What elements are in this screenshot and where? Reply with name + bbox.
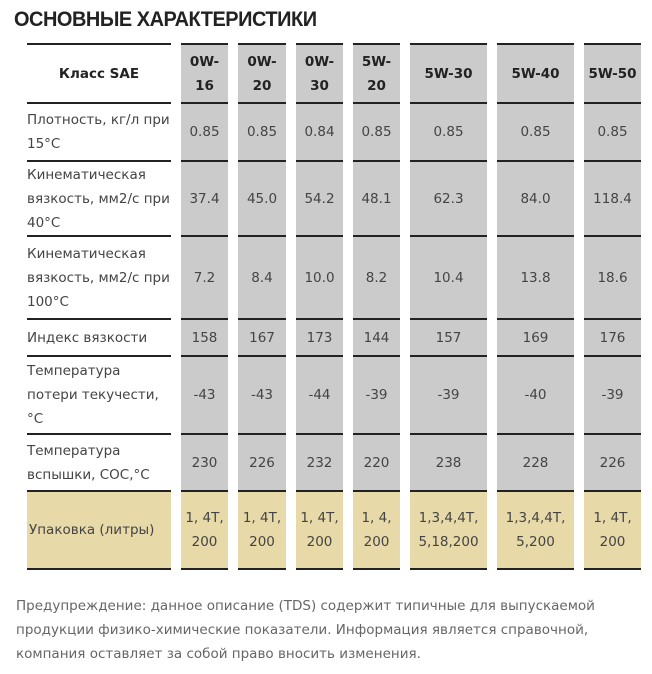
table-cell: 238 — [410, 433, 487, 490]
table-cell: -39 — [410, 355, 487, 433]
table-cell: 220 — [353, 433, 400, 490]
table-cell: 8.2 — [353, 235, 400, 318]
table-cell: 54.2 — [296, 160, 343, 235]
table-cell: 1, 4, 200 — [353, 490, 400, 570]
table-cell: 1, 4T, 200 — [296, 490, 343, 570]
page-title: ОСНОВНЫЕ ХАРАКТЕРИСТИКИ — [14, 8, 317, 31]
table-cell: 18.6 — [584, 235, 641, 318]
table-cell: 1, 4T, 200 — [238, 490, 286, 570]
header-label: Класс SAE — [27, 43, 171, 102]
specs-table: Класс SAE 0W-16 0W-20 0W-30 5W-20 5W-30 5W-40 5… — [27, 43, 641, 570]
table-cell: 167 — [238, 318, 286, 355]
table-cell: 10.4 — [410, 235, 487, 318]
table-cell: 10.0 — [296, 235, 343, 318]
table-cell: 118.4 — [584, 160, 641, 235]
table-cell: -43 — [238, 355, 286, 433]
table-cell: 228 — [497, 433, 574, 490]
table-cell: 144 — [353, 318, 400, 355]
table-cell: 48.1 — [353, 160, 400, 235]
table-cell: 0.85 — [238, 102, 286, 160]
table-cell: -44 — [296, 355, 343, 433]
table-cell: 0.84 — [296, 102, 343, 160]
header-sae-class: 0W-30 — [296, 43, 343, 102]
table-cell: 0.85 — [353, 102, 400, 160]
table-cell: 1, 4T, 200 — [181, 490, 228, 570]
table-cell: -40 — [497, 355, 574, 433]
table-cell: 8.4 — [238, 235, 286, 318]
table-cell: 157 — [410, 318, 487, 355]
table-cell: -39 — [584, 355, 641, 433]
header-sae-class: 0W-20 — [238, 43, 286, 102]
table-cell: 232 — [296, 433, 343, 490]
table-cell: 226 — [238, 433, 286, 490]
table-cell: 169 — [497, 318, 574, 355]
table-cell: 1,3,4,4T, 5,18,200 — [410, 490, 487, 570]
table-cell: 45.0 — [238, 160, 286, 235]
header-sae-class: 5W-40 — [497, 43, 574, 102]
header-sae-class: 5W-20 — [353, 43, 400, 102]
table-cell: 62.3 — [410, 160, 487, 235]
table-cell: 176 — [584, 318, 641, 355]
header-sae-class: 5W-50 — [584, 43, 641, 102]
row-label: Упаковка (литры) — [27, 490, 171, 570]
header-sae-class: 5W-30 — [410, 43, 487, 102]
row-label: Температура потери текучести,°C — [27, 355, 171, 433]
table-cell: -43 — [181, 355, 228, 433]
row-label: Индекс вязкости — [27, 318, 171, 355]
row-label: Кинематическая вязкость, мм2/с при 100°C — [27, 235, 171, 318]
table-cell: 226 — [584, 433, 641, 490]
table-cell: 0.85 — [410, 102, 487, 160]
row-label: Кинематическая вязкость, мм2/с при 40°C — [27, 160, 171, 235]
table-cell: 0.85 — [497, 102, 574, 160]
disclaimer-note: Предупреждение: данное описание (TDS) со… — [16, 598, 595, 662]
header-sae-class: 0W-16 — [181, 43, 228, 102]
table-cell: 230 — [181, 433, 228, 490]
table-cell: 173 — [296, 318, 343, 355]
table-cell: 7.2 — [181, 235, 228, 318]
table-cell: 1, 4T, 200 — [584, 490, 641, 570]
table-cell: 158 — [181, 318, 228, 355]
table-cell: 37.4 — [181, 160, 228, 235]
table-cell: 13.8 — [497, 235, 574, 318]
table-cell: 1,3,4,4T, 5,200 — [497, 490, 574, 570]
table-cell: -39 — [353, 355, 400, 433]
row-label: Плотность, кг/л при 15°C — [27, 102, 171, 160]
table-cell: 84.0 — [497, 160, 574, 235]
table-cell: 0.85 — [584, 102, 641, 160]
table-cell: 0.85 — [181, 102, 228, 160]
row-label: Температура вспышки, COC,°C — [27, 433, 171, 490]
